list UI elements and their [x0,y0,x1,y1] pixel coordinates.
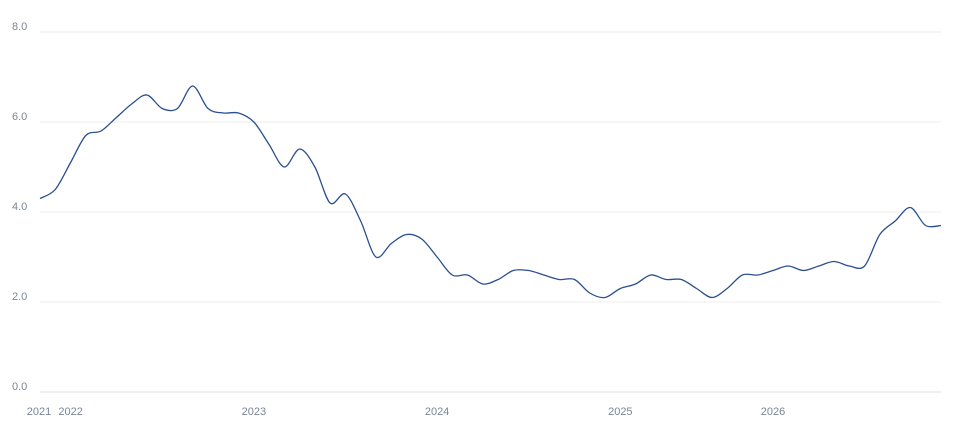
x-tick-label: 2026 [761,406,785,418]
data-point [526,268,532,274]
data-point [327,200,333,206]
data-point [831,259,837,265]
data-point [205,106,211,112]
x-tick-label: 2021 [27,406,51,418]
data-point [98,128,104,134]
data-point [342,191,348,197]
data-point [434,254,440,260]
data-point [602,295,608,301]
data-point [785,263,791,269]
x-tick-label: 2023 [242,406,266,418]
data-point [770,268,776,274]
data-point [572,277,578,283]
data-point [816,263,822,269]
data-point [159,106,165,112]
data-point [388,241,394,247]
data-point [144,92,150,98]
data-point [52,187,58,193]
data-point [541,272,547,278]
x-tick-label: 2024 [425,406,449,418]
data-point [846,263,852,269]
data-point [113,115,119,121]
data-point [633,281,639,287]
data-point [678,277,684,283]
data-point [465,272,471,278]
data-point [419,236,425,242]
data-point [358,218,364,224]
series-line [39,85,942,299]
data-point [403,232,409,238]
data-point [923,223,929,229]
data-point [129,101,135,107]
data-point [235,110,241,116]
data-point [281,164,287,170]
data-point [480,281,486,287]
data-point [587,290,593,296]
data-point [755,272,761,278]
data-point [83,133,89,139]
grid-lines [40,31,941,393]
data-point [694,286,700,292]
data-point [449,272,455,278]
x-tick-label: 2022 [58,406,82,418]
y-tick-label: 4.0 [12,201,27,213]
data-point [892,218,898,224]
data-point [938,223,944,229]
data-point [251,119,257,125]
x-axis: 2021 2022 2023 2024 2025 2026 [27,406,785,418]
data-point [801,268,807,274]
data-point [266,142,272,148]
data-point [510,268,516,274]
data-point [739,272,745,278]
y-tick-label: 2.0 [12,291,27,303]
y-tick-label: 6.0 [12,111,27,123]
data-point [617,286,623,292]
series-layer [37,83,944,301]
data-point [877,232,883,238]
data-point [190,83,196,89]
data-point [862,263,868,269]
data-point [663,277,669,283]
y-axis: 0.0 2.0 4.0 6.0 8.0 [12,21,27,393]
data-point [220,110,226,116]
data-point [373,254,379,260]
data-point [297,146,303,152]
data-point [312,164,318,170]
y-tick-label: 8.0 [12,21,27,33]
data-point [174,106,180,112]
y-tick-label: 0.0 [12,381,27,393]
data-point [495,277,501,283]
data-point [709,295,715,301]
data-point [68,160,74,166]
data-point [37,196,43,202]
data-point [648,272,654,278]
data-point [556,277,562,283]
x-tick-label: 2025 [608,406,632,418]
data-point [724,286,730,292]
data-point [907,205,913,211]
